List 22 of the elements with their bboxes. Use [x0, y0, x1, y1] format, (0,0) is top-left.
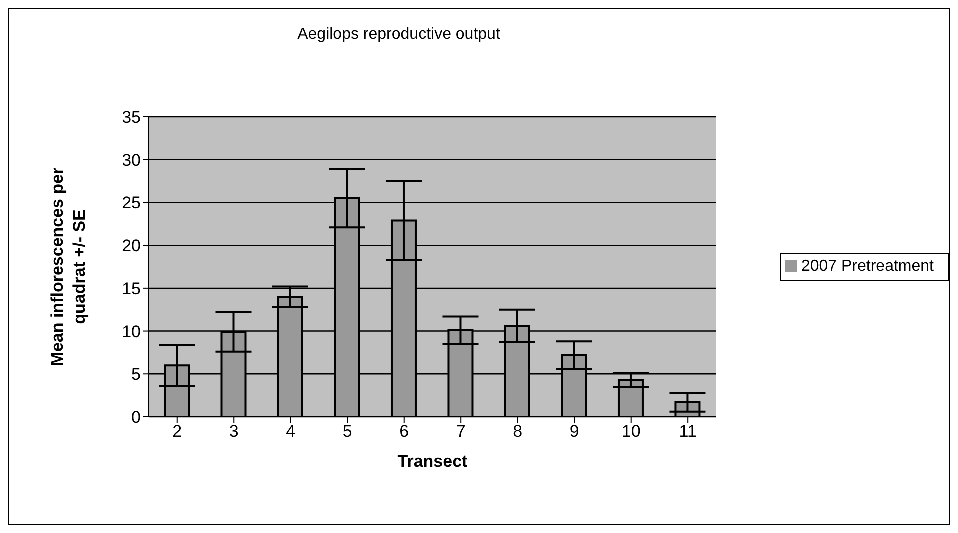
y-tick-label: 5 [132, 365, 141, 384]
y-tick-label: 35 [122, 108, 141, 128]
legend-label: 2007 Pretreatment [801, 258, 934, 274]
x-tick-label: 7 [456, 422, 466, 442]
x-axis-title: Transect [398, 452, 468, 471]
chart-title: Aegilops reproductive output [296, 26, 502, 44]
x-tick-label: 8 [513, 422, 523, 442]
x-tick-label: 10 [622, 422, 641, 442]
y-tick-label: 10 [122, 322, 141, 342]
x-tick-label: 5 [342, 422, 352, 442]
x-tick-label: 11 [679, 422, 697, 442]
y-tick-label: 0 [132, 408, 141, 428]
x-tick-label: 4 [286, 422, 296, 442]
y-tick-label: 30 [122, 150, 141, 170]
y-axis-title: Mean inflorescences per quadrat +/- SE [47, 166, 90, 368]
y-tick-label: 20 [122, 236, 141, 256]
x-tick-label: 6 [400, 422, 410, 442]
y-tick-label: 25 [122, 194, 141, 213]
x-tick-label: 2 [172, 422, 182, 442]
y-tick-label: 15 [122, 279, 141, 298]
x-tick-label: 3 [229, 422, 239, 442]
x-tick-label: 9 [570, 422, 580, 442]
